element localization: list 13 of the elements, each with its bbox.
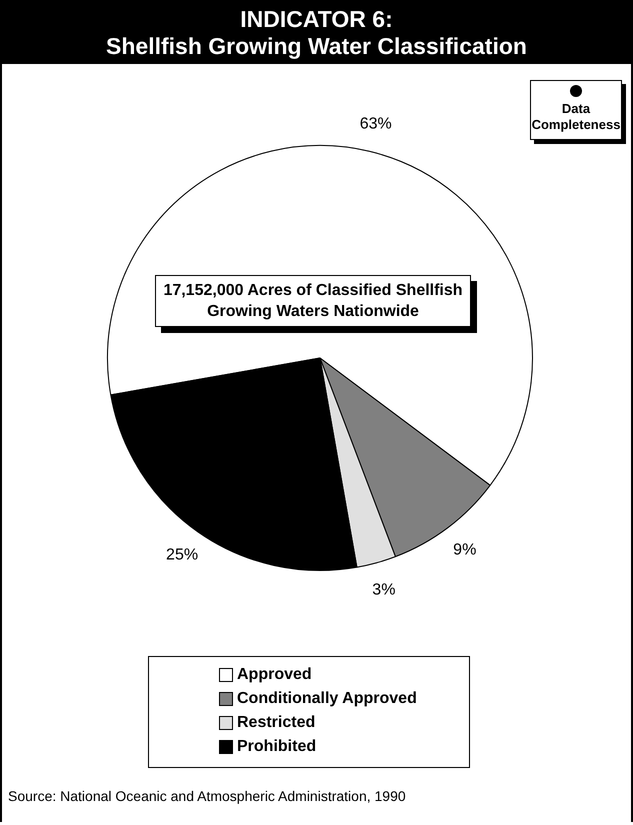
source-note: Source: National Oceanic and Atmospheric Administration, 1990 bbox=[8, 788, 406, 804]
legend-label: Restricted bbox=[237, 713, 316, 733]
data-label: 63% bbox=[360, 115, 392, 132]
text: Data Completeness bbox=[532, 101, 620, 132]
data-label: 3% bbox=[372, 581, 396, 598]
legend-label: Conditionally Approved bbox=[237, 689, 417, 709]
chart-title: INDICATOR 6: bbox=[239, 6, 394, 33]
chart-subtitle: Shellfish Growing Water Classification bbox=[105, 33, 528, 60]
legend-label: Prohibited bbox=[237, 737, 316, 757]
legend-label: Approved bbox=[237, 665, 312, 685]
text: 17,152,000 Acres of Classified Shellfish Growing Waters Nationwide bbox=[155, 275, 471, 327]
data-label: 9% bbox=[453, 541, 476, 558]
data-label: 25% bbox=[166, 546, 198, 564]
